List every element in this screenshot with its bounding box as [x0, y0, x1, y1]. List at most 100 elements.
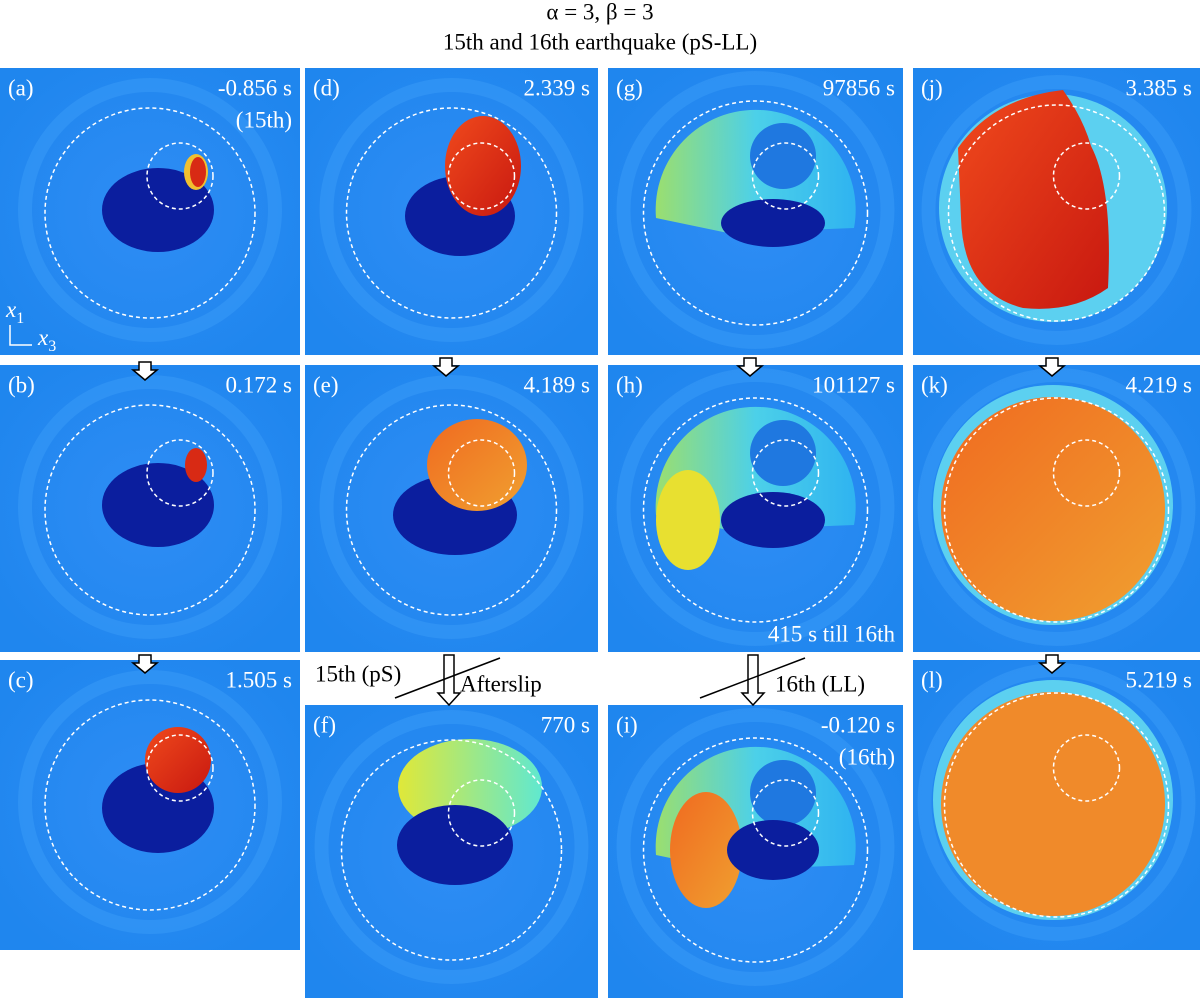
outer-ring — [616, 71, 895, 349]
outer-ring — [18, 375, 282, 639]
panel-note: 415 s till 16th — [768, 621, 896, 646]
panel-label: (k) — [921, 372, 948, 397]
dashed-circle — [943, 692, 1170, 918]
slip-patch — [427, 419, 527, 511]
panel: (i) -0.120 s (16th) — [608, 705, 903, 998]
panel: (c) 1.505 s — [0, 660, 300, 950]
axis-subscript: 3 — [48, 338, 56, 355]
panel-time: 3.385 s — [1126, 75, 1193, 100]
dashed-circle — [447, 779, 516, 847]
slip-patch — [445, 116, 521, 216]
axis-arrows — [9, 325, 32, 346]
panel-time: 97856 s — [823, 75, 895, 100]
panel-label: (g) — [616, 75, 643, 100]
dashed-circle — [642, 737, 869, 963]
outer-ring — [921, 75, 1192, 345]
panel: (d) 2.339 s — [305, 68, 598, 355]
dashed-circle — [345, 404, 558, 616]
panel-label: (b) — [8, 372, 35, 397]
panel: (b) 0.172 s — [0, 365, 300, 652]
dashed-circle — [751, 142, 820, 210]
dashed-circle — [340, 739, 563, 961]
panel-label: (j) — [921, 75, 943, 100]
dashed-circle — [146, 142, 214, 210]
panel-time: 770 s — [541, 712, 590, 737]
panel-label: (a) — [8, 75, 34, 100]
panel: (a) -0.856 s (15th) — [0, 68, 300, 355]
axis-subscript: 1 — [16, 310, 24, 327]
title-line: 15th and 16th earthquake (pS-LL) — [443, 29, 757, 54]
panel: (e) 4.189 s — [305, 365, 598, 652]
dashed-circle — [1052, 734, 1121, 802]
panel-time: 0.172 s — [226, 372, 293, 397]
panel: (f) 770 s — [305, 705, 598, 998]
panel-time: 4.189 s — [524, 372, 591, 397]
panel-label: (c) — [8, 667, 34, 692]
outer-ring — [18, 78, 282, 342]
dashed-circle — [642, 397, 869, 623]
outer-ring — [319, 78, 584, 342]
panel-note: (16th) — [839, 744, 895, 769]
dashed-circle — [44, 699, 256, 911]
dashed-circle — [751, 779, 820, 847]
dashed-circle — [44, 107, 256, 319]
panel-label: (l) — [921, 667, 943, 692]
panels: (a) -0.856 s (15th) (b) 0.172 s (c) 1.505 s (d)… — [0, 68, 1200, 998]
panel-time: 5.219 s — [1126, 667, 1193, 692]
slip-patch — [145, 727, 211, 793]
dashed-circle — [943, 397, 1170, 623]
dashed-circle — [751, 439, 820, 507]
dashed-circle — [44, 404, 256, 616]
panel-time: -0.120 s — [821, 712, 895, 737]
dashed-circle — [447, 142, 516, 210]
slip-patch — [727, 820, 819, 880]
transition-arrows — [130, 357, 1067, 707]
axis-label: x1 — [5, 297, 24, 326]
panel-time: 2.339 s — [524, 75, 591, 100]
slip-patch — [750, 420, 816, 486]
slip-patch — [750, 123, 816, 189]
slip-patch — [102, 168, 214, 252]
dashed-circle — [947, 104, 1166, 322]
panel: (h) 101127 s 415 s till 16th — [608, 365, 903, 652]
slip-patch — [670, 792, 742, 908]
slip-patch — [397, 805, 513, 885]
slip-patch — [958, 90, 1109, 309]
panel-time: 101127 s — [812, 372, 895, 397]
panel-time: 4.219 s — [1126, 372, 1193, 397]
dashed-circle — [447, 439, 516, 507]
title-line: α = 3, β = 3 — [546, 0, 653, 24]
panel-time: 1.505 s — [226, 667, 293, 692]
slip-patch — [102, 463, 214, 547]
slip-patch — [190, 157, 206, 187]
panel: (k) 4.219 s — [913, 365, 1200, 652]
panel: (j) 3.385 s — [913, 68, 1200, 355]
panel-label: (f) — [313, 712, 336, 737]
slip-patch — [656, 470, 720, 570]
outer-ring — [616, 708, 895, 986]
panel-note: (15th) — [236, 107, 292, 132]
panel: (g) 97856 s — [608, 68, 903, 355]
outer-ring — [616, 368, 895, 646]
panel-label: (e) — [313, 372, 339, 397]
dashed-circle — [146, 439, 214, 507]
dashed-circle — [146, 734, 214, 802]
outer-ring — [314, 710, 589, 984]
outer-ring — [917, 368, 1196, 646]
slip-patch — [721, 199, 825, 247]
panel-label: (i) — [616, 712, 638, 737]
panel: (l) 5.219 s — [913, 660, 1200, 950]
dashed-circle — [642, 100, 869, 326]
slip-patch — [941, 692, 1165, 916]
axis-label: x3 — [37, 325, 56, 354]
dashed-circle — [1052, 142, 1121, 210]
axis-symbol: x — [5, 297, 17, 322]
dashed-circle — [1052, 439, 1121, 507]
transition-label: 15th (pS) — [315, 661, 401, 686]
slip-patch — [941, 397, 1165, 621]
slip-patch — [721, 492, 825, 548]
transition-label: 16th (LL) — [775, 671, 865, 696]
dashed-circle — [345, 107, 558, 319]
slip-patch — [185, 448, 207, 482]
